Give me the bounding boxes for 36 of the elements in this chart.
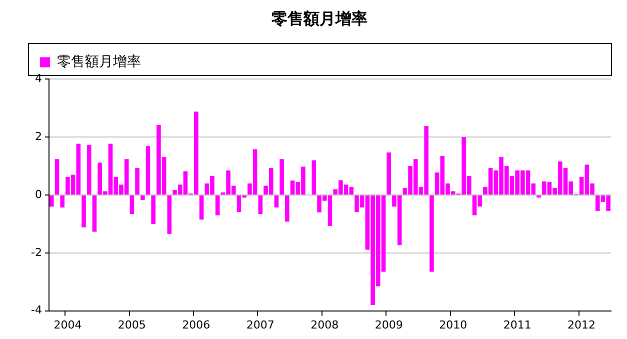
x-tick-label: 2007 (246, 318, 274, 332)
bar (280, 159, 284, 194)
bar (54, 159, 60, 194)
bar (386, 152, 392, 194)
bar (86, 144, 92, 194)
x-tick-label: 2011 (503, 318, 532, 332)
bar (199, 196, 204, 220)
bar (430, 196, 434, 272)
bar (151, 196, 156, 224)
bar (146, 146, 150, 194)
bar (258, 196, 263, 214)
bar (274, 196, 279, 208)
x-tick-label: 2009 (374, 318, 403, 332)
bar (140, 196, 145, 200)
bar (312, 160, 316, 194)
legend-label: 零售額月增率 (57, 54, 141, 70)
bar (285, 196, 290, 222)
x-tick-label: 2006 (182, 318, 210, 332)
x-tick-label: 2012 (568, 318, 596, 332)
bar (215, 196, 220, 216)
x-tick-label: 2008 (310, 318, 339, 332)
bar (135, 168, 140, 194)
bar (130, 196, 134, 214)
y-tick-label: 0 (34, 188, 42, 201)
y-tick-label: 2 (34, 130, 42, 143)
bar (82, 196, 86, 228)
bar (50, 196, 54, 207)
x-tick-label: 2004 (54, 318, 82, 332)
y-tick-label: -4 (31, 304, 42, 317)
bar (167, 196, 172, 234)
x-tick-label: 2010 (439, 318, 468, 332)
bar (92, 196, 97, 232)
y-tick-label: -2 (31, 246, 42, 259)
bar (60, 196, 64, 208)
chart-title: 零售額月增率 (270, 8, 368, 28)
x-tick-label: 2005 (118, 318, 146, 332)
